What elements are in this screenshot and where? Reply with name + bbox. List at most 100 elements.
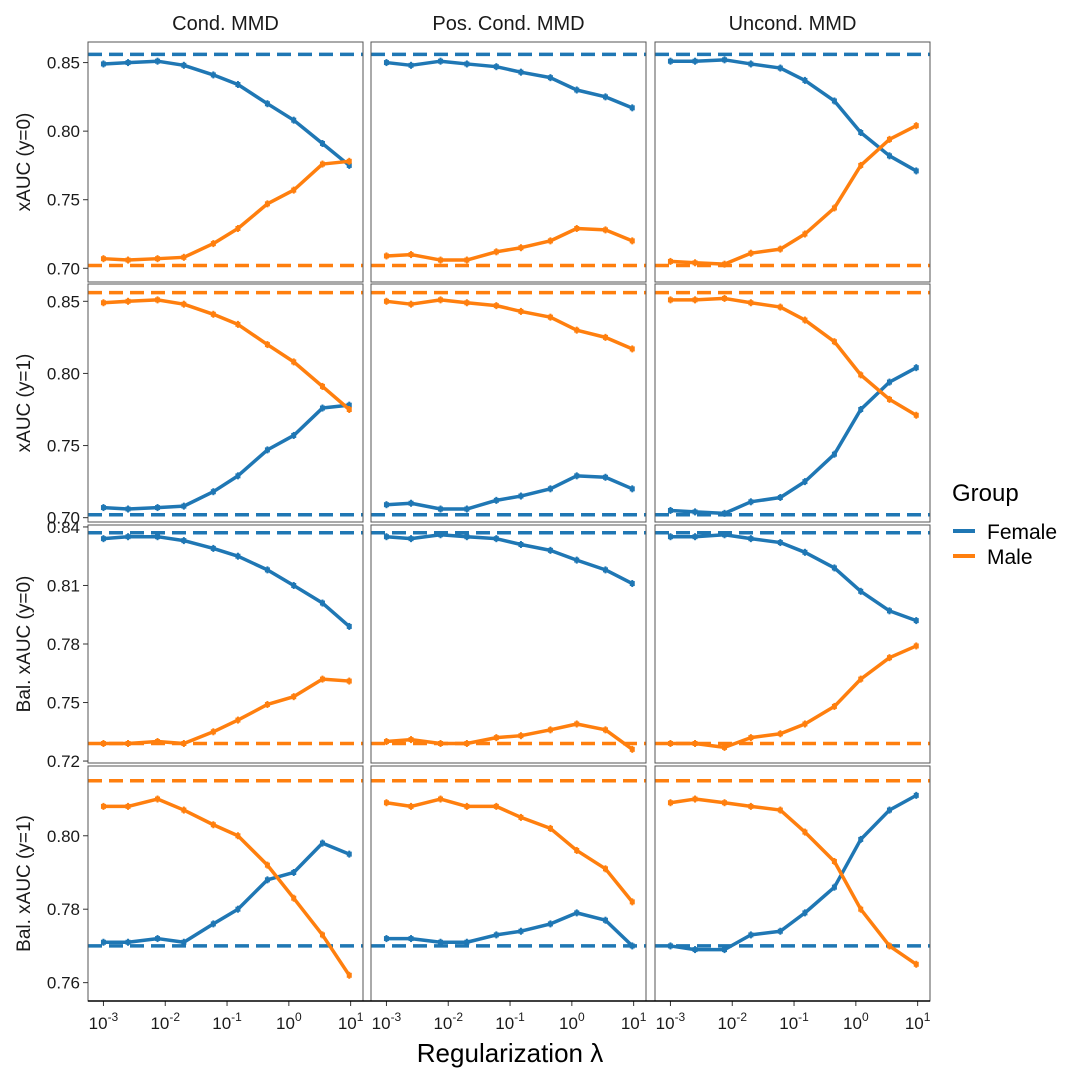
data-point	[264, 342, 270, 348]
data-point	[777, 494, 783, 500]
data-point	[667, 58, 673, 64]
data-point	[748, 300, 754, 306]
data-point	[722, 510, 728, 516]
data-point	[547, 314, 553, 320]
data-point	[913, 643, 919, 649]
data-point	[574, 226, 580, 232]
data-point	[155, 739, 161, 745]
x-tick-label: 10-1	[212, 1010, 242, 1033]
data-point	[464, 506, 470, 512]
data-point	[210, 489, 216, 495]
series-line-female	[670, 366, 918, 516]
data-point	[438, 796, 444, 802]
x-tick-label: 10-3	[656, 1010, 686, 1033]
data-point	[858, 406, 864, 412]
panel	[654, 524, 931, 764]
data-point	[291, 359, 297, 365]
data-point	[383, 298, 389, 304]
data-point	[438, 532, 444, 538]
data-point	[408, 62, 414, 68]
data-point	[602, 567, 608, 573]
data-point	[383, 60, 389, 66]
panel-border	[654, 41, 931, 283]
data-point	[547, 825, 553, 831]
data-point	[408, 301, 414, 307]
data-point	[886, 943, 892, 949]
y-tick-label: 0.80	[47, 122, 80, 141]
data-point	[777, 731, 783, 737]
data-point	[100, 300, 106, 306]
data-point	[210, 822, 216, 828]
data-point	[913, 792, 919, 798]
series-line-male	[386, 298, 633, 351]
data-point	[692, 260, 698, 266]
data-point	[155, 256, 161, 262]
data-point	[547, 75, 553, 81]
data-point	[518, 928, 524, 934]
data-point	[235, 82, 241, 88]
data-point	[886, 136, 892, 142]
y-tick-label: 0.80	[47, 364, 80, 383]
data-point	[913, 618, 919, 624]
data-point	[858, 676, 864, 682]
data-point	[181, 254, 187, 260]
data-point	[831, 565, 837, 571]
data-point	[574, 327, 580, 333]
data-point	[383, 739, 389, 745]
data-point	[210, 545, 216, 551]
y-tick-label: 0.70	[47, 509, 80, 528]
series-line-male	[103, 159, 350, 262]
data-point	[692, 740, 698, 746]
x-axis-label: Regularization λ	[417, 1038, 603, 1068]
data-point	[408, 536, 414, 542]
x-tick-label: 10-2	[433, 1010, 463, 1033]
data-point	[629, 486, 635, 492]
data-point	[100, 61, 106, 67]
y-tick-label: 0.76	[47, 974, 80, 993]
row-label: Bal. xAUC (y=0)	[14, 576, 35, 713]
data-point	[346, 402, 352, 408]
data-point	[235, 553, 241, 559]
data-point	[464, 61, 470, 67]
data-point	[438, 58, 444, 64]
data-point	[777, 304, 783, 310]
data-point	[155, 58, 161, 64]
panel-content	[655, 778, 930, 968]
panel	[654, 283, 931, 523]
data-point	[125, 257, 131, 263]
data-point	[210, 729, 216, 735]
data-point	[125, 60, 131, 66]
row-label: xAUC (y=0)	[14, 113, 35, 212]
x-tick-label: 10-1	[495, 1010, 525, 1033]
panel-border	[654, 524, 931, 764]
data-point	[493, 932, 499, 938]
panel	[87, 765, 364, 1002]
panel-border	[370, 283, 647, 523]
data-point	[831, 451, 837, 457]
data-point	[802, 317, 808, 323]
data-point	[547, 486, 553, 492]
data-point	[667, 507, 673, 513]
data-point	[547, 727, 553, 733]
data-point	[667, 258, 673, 264]
data-point	[802, 549, 808, 555]
data-point	[831, 703, 837, 709]
column-title: Pos. Cond. MMD	[432, 13, 584, 35]
data-point	[518, 733, 524, 739]
data-point	[858, 372, 864, 378]
data-point	[235, 906, 241, 912]
data-point	[547, 547, 553, 553]
data-point	[125, 939, 131, 945]
data-point	[319, 140, 325, 146]
data-point	[319, 840, 325, 846]
data-point	[913, 365, 919, 371]
series-line-male	[670, 296, 918, 417]
data-point	[518, 69, 524, 75]
data-point	[264, 862, 270, 868]
x-tick-label: 101	[905, 1010, 931, 1033]
data-point	[748, 803, 754, 809]
data-point	[777, 65, 783, 71]
series-line-female	[103, 403, 350, 511]
data-point	[291, 117, 297, 123]
data-point	[629, 105, 635, 111]
